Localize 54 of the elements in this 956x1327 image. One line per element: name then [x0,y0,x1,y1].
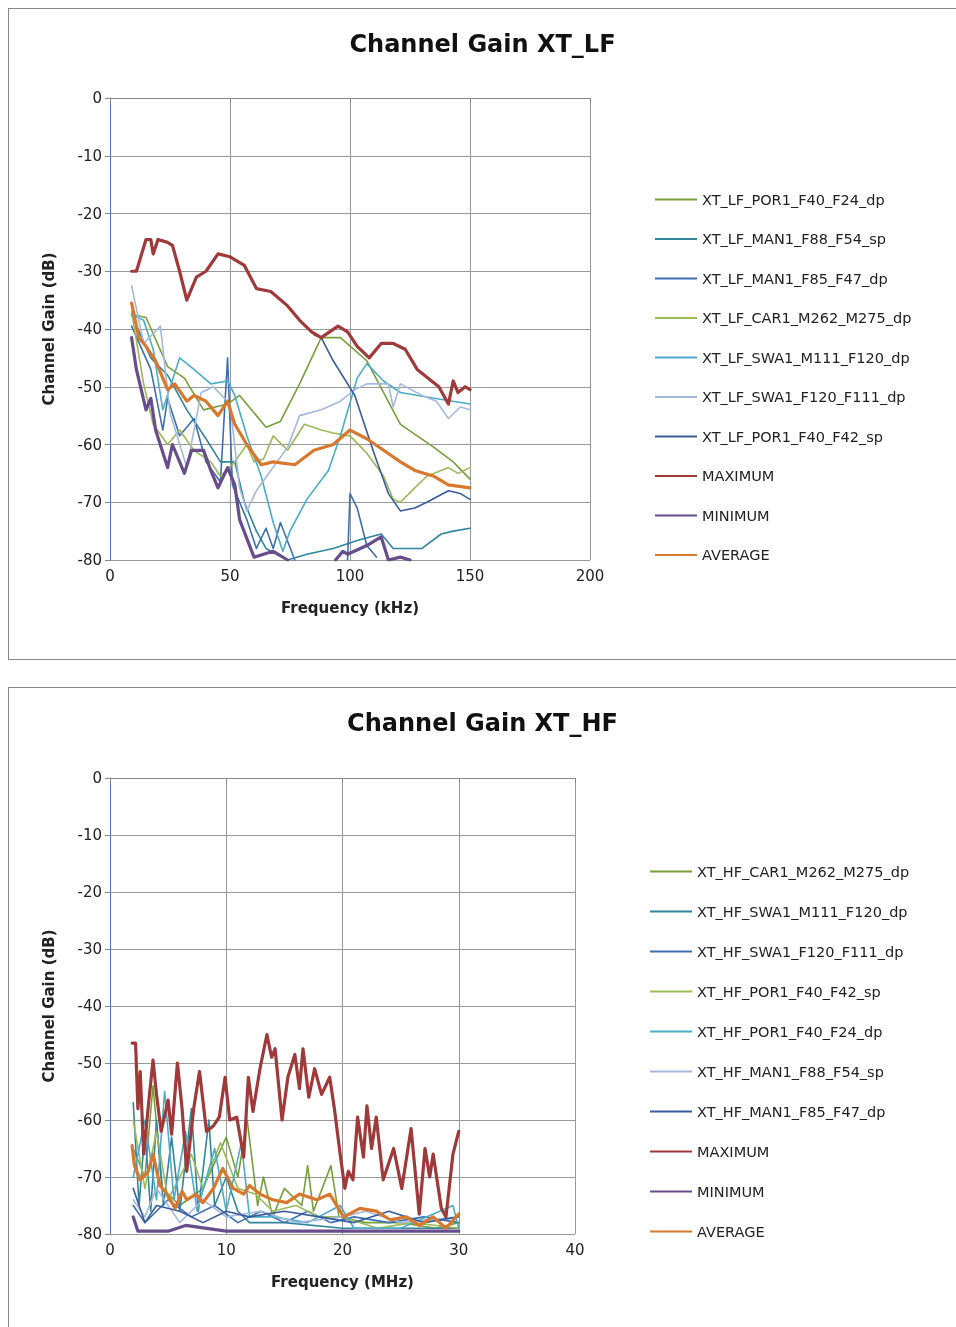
x-axis-title: Frequency (kHz) [281,598,419,617]
legend-label: XT_LF_MAN1_F85_F47_dp [702,270,888,287]
legend-label: AVERAGE [702,547,770,563]
legend-label: XT_HF_MAN1_F85_F47_dp [697,1103,886,1120]
legend-label: MINIMUM [702,507,770,524]
x-tick-label: 0 [105,566,115,585]
y-tick-label: -30 [77,940,102,958]
y-tick-label: -10 [77,146,102,165]
y-tick-label: -30 [77,262,102,281]
legend-label: XT_HF_CAR1_M262_M275_dp [697,863,910,880]
legend-label: XT_HF_POR1_F40_F42_sp [697,983,881,1000]
legend-label: XT_LF_SWA1_F120_F111_dp [702,389,906,405]
y-tick-label: -70 [77,1168,102,1186]
legend-label: XT_LF_CAR1_M262_M275_dp [702,310,912,326]
legend-label: MAXIMUM [702,468,775,484]
y-tick-label: -40 [77,320,102,338]
legend-label: XT_HF_SWA1_M111_F120_dp [697,903,908,920]
y-tick-label: -60 [77,1111,102,1129]
x-tick-label: 10 [216,1240,236,1259]
y-axis-title: Channel Gain (dB) [39,252,58,406]
chart-title: Channel Gain XT_LF [349,30,616,58]
x-tick-label: 200 [575,566,605,585]
x-tick-label: 0 [105,1240,115,1259]
y-tick-label: -70 [77,493,102,512]
y-tick-label: -80 [77,1225,102,1243]
legend-label: XT_LF_SWA1_M111_F120_dp [702,349,910,366]
x-tick-label: 150 [455,566,485,585]
legend-label: XT_HF_MAN1_F88_F54_sp [697,1063,884,1080]
legend-label: XT_LF_POR1_F40_F24_dp [702,191,885,208]
chart-title: Channel Gain XT_HF [347,709,618,737]
y-tick-label: 0 [92,769,102,787]
x-tick-label: 20 [332,1240,353,1259]
legend-label: MINIMUM [697,1183,765,1200]
legend-label: XT_LF_POR1_F40_F42_sp [702,428,884,445]
y-tick-label: -20 [77,204,102,223]
y-tick-label: -50 [77,1054,102,1072]
x-axis-title: Frequency (MHz) [271,1272,414,1291]
legend-label: XT_HF_SWA1_F120_F111_dp [697,943,904,960]
legend-label: XT_HF_POR1_F40_F24_dp [697,1023,883,1040]
legend-label: AVERAGE [697,1223,765,1240]
y-tick-label: -10 [77,826,102,844]
y-axis-title: Channel Gain (dB) [39,929,58,1083]
y-tick-label: 0 [92,89,102,107]
x-tick-label: 50 [220,566,240,585]
y-tick-label: -20 [77,883,102,901]
x-tick-label: 30 [449,1240,469,1259]
legend-label: MAXIMUM [697,1143,770,1160]
y-tick-label: -50 [77,377,102,396]
legend-label: XT_LF_MAN1_F88_F54_sp [702,231,887,247]
x-tick-label: 100 [335,566,365,585]
y-tick-label: -40 [77,997,102,1015]
y-tick-label: -80 [77,551,102,569]
y-tick-label: -60 [77,435,102,454]
x-tick-label: 40 [565,1240,585,1259]
